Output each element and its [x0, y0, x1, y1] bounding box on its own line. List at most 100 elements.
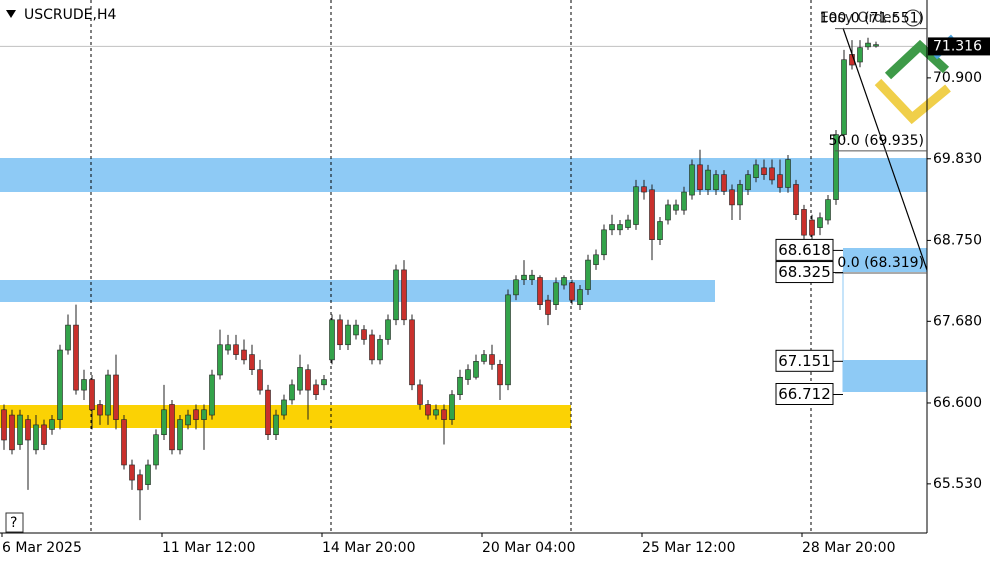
- candle-body: [769, 167, 775, 181]
- fib-label: 0.0 (68.319): [837, 255, 924, 271]
- candle-body: [737, 184, 743, 206]
- candle-body: [441, 409, 447, 420]
- candle-body: [761, 167, 767, 175]
- symbol-arrow: [6, 10, 16, 18]
- candle-body: [561, 277, 567, 286]
- candle-body: [41, 424, 47, 445]
- plot: [0, 37, 927, 521]
- candle-body: [97, 404, 103, 416]
- candle-body: [49, 419, 55, 430]
- candle-body: [833, 134, 839, 200]
- candle-body: [433, 409, 439, 416]
- candle-body: [521, 274, 527, 281]
- candle-body: [265, 389, 271, 436]
- candle-body: [801, 209, 807, 236]
- candle-body: [825, 199, 831, 221]
- candle-body: [313, 384, 319, 395]
- candle-body: [161, 409, 167, 436]
- candle-body: [513, 279, 519, 296]
- candle-body: [337, 319, 343, 346]
- candle-body: [649, 189, 655, 240]
- candle-body: [505, 294, 511, 386]
- y-tick-label: 67.680: [933, 313, 982, 329]
- candle-body: [9, 414, 15, 451]
- y-tick-label: 69.830: [933, 151, 982, 167]
- candle-body: [17, 414, 23, 445]
- candle-body: [369, 334, 375, 361]
- logo-part: [874, 78, 951, 125]
- candle-body: [537, 277, 543, 305]
- fib-label: 50.0 (69.935): [828, 133, 924, 149]
- candle-body: [697, 164, 703, 191]
- candle-body: [745, 174, 751, 191]
- candle-body: [353, 324, 359, 336]
- candle-body: [113, 374, 119, 420]
- candle-body: [609, 224, 615, 231]
- candle-body: [681, 191, 687, 211]
- candle-body: [129, 464, 135, 481]
- level-box: [775, 382, 834, 405]
- easy-order-icon[interactable]: [904, 9, 922, 27]
- candle-body: [593, 254, 599, 265]
- candle-body: [473, 361, 479, 378]
- candle-body: [89, 379, 95, 411]
- candle-body: [393, 269, 399, 321]
- candle-body: [401, 269, 407, 321]
- x-tick-label: 14 Mar 20:00: [322, 540, 415, 556]
- candle-body: [793, 184, 799, 216]
- candle-body: [721, 174, 727, 192]
- candle-body: [225, 344, 231, 351]
- level-label: 68.618: [778, 241, 831, 259]
- easy-order[interactable]: Easy Order: [820, 10, 897, 26]
- candle-body: [481, 354, 487, 362]
- candle-body: [25, 419, 31, 441]
- candle-body: [617, 224, 623, 231]
- candle-body: [569, 282, 575, 301]
- x-tick-label: 28 Mar 20:00: [802, 540, 895, 556]
- candle-body: [201, 409, 207, 420]
- candle-body: [321, 379, 327, 386]
- candle-body: [585, 259, 591, 290]
- candle-body: [841, 59, 847, 135]
- chart-title: USCRUDE,H4: [24, 7, 116, 23]
- candle-body: [73, 324, 79, 391]
- level-label: 68.325: [778, 263, 831, 281]
- candle-body: [689, 164, 695, 196]
- candle-body: [33, 424, 39, 451]
- fib-label: 100.0 (71.551): [820, 11, 924, 27]
- candle-body: [529, 274, 535, 281]
- help-button[interactable]: [5, 512, 24, 533]
- candle-body: [809, 219, 815, 236]
- candle-body: [121, 419, 127, 466]
- candle-body: [497, 364, 503, 386]
- candle-body: [345, 324, 351, 346]
- x-tick-label: 11 Mar 12:00: [162, 540, 255, 556]
- candle-body: [289, 384, 295, 401]
- candle-body: [425, 404, 431, 416]
- x-tick-label: 25 Mar 12:00: [642, 540, 735, 556]
- zone: [0, 280, 715, 302]
- candle-body: [457, 376, 463, 395]
- x-tick-label: 20 Mar 04:00: [482, 540, 575, 556]
- candle-body: [385, 319, 391, 340]
- candle-body: [817, 217, 823, 228]
- candle-body: [865, 42, 871, 48]
- y-tick-label: 70.900: [933, 70, 982, 86]
- candle-body: [417, 384, 423, 405]
- candle-body: [377, 339, 383, 361]
- candle-body: [601, 229, 607, 256]
- candle-body: [249, 354, 255, 370]
- candle-body: [465, 369, 471, 380]
- candle-body: [777, 174, 783, 188]
- candle-body: [553, 282, 559, 305]
- candle-body: [489, 354, 495, 365]
- zone: [843, 360, 927, 392]
- candle-body: [137, 474, 143, 491]
- level-box: [775, 238, 834, 261]
- help-icon[interactable]: ?: [10, 515, 17, 531]
- candle-body: [1, 409, 7, 441]
- candle-body: [281, 399, 287, 416]
- candle-body: [185, 414, 191, 426]
- price-tag-label: 71.316: [933, 38, 982, 54]
